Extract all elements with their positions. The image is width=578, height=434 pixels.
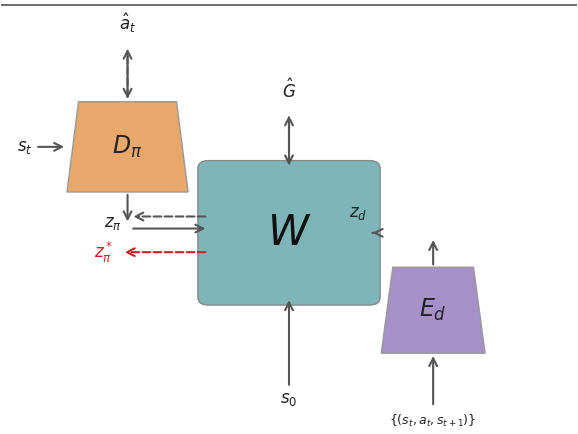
Text: $\boldsymbol{s_0}$: $\boldsymbol{s_0}$ [280, 390, 298, 408]
Text: $\boldsymbol{s_t}$: $\boldsymbol{s_t}$ [17, 138, 32, 156]
Text: $E_d$: $E_d$ [420, 297, 447, 323]
Text: $\hat{G}$: $\hat{G}$ [282, 78, 296, 102]
Text: $\hat{a}_t$: $\hat{a}_t$ [119, 12, 136, 35]
Text: $\{(s_t, a_t, s_{t+1})\}$: $\{(s_t, a_t, s_{t+1})\}$ [390, 413, 477, 430]
Text: $D_{\pi}$: $D_{\pi}$ [112, 134, 143, 160]
FancyBboxPatch shape [198, 161, 380, 305]
Text: $z_d$: $z_d$ [349, 204, 367, 222]
Text: $z_\pi$: $z_\pi$ [104, 214, 122, 232]
Polygon shape [67, 102, 188, 192]
Text: $z_\pi^*$: $z_\pi^*$ [94, 240, 113, 265]
Text: $W$: $W$ [267, 212, 311, 254]
Polygon shape [381, 267, 485, 353]
